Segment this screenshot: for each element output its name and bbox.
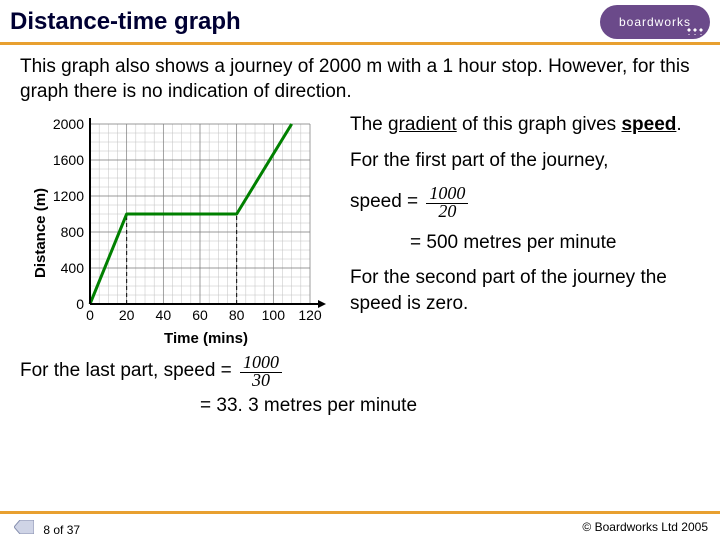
svg-text:1600: 1600 xyxy=(53,152,84,168)
arrow-left-icon xyxy=(14,520,34,534)
chart-wrap: Distance (m) 0 400 800 1200 1600 2000 0 20 40 60 8… xyxy=(20,118,340,347)
svg-text:120: 120 xyxy=(298,307,322,323)
footer-left: 8 of 37 xyxy=(12,518,80,537)
para-first-part: For the first part of the journey, xyxy=(350,148,700,174)
page-indicator: 8 of 37 xyxy=(43,523,80,537)
para-result-2: = 33. 3 metres per minute xyxy=(200,393,700,420)
page-title: Distance-time graph xyxy=(10,8,241,36)
para-result-1: = 500 metres per minute xyxy=(410,230,700,256)
x-axis-label: Time (mins) xyxy=(72,330,340,347)
para-speed-eq: speed = 100020 xyxy=(350,184,700,220)
header: Distance-time graph boardworks xyxy=(0,0,720,45)
chart-column: Distance (m) 0 400 800 1200 1600 2000 0 20 40 60 8… xyxy=(20,112,340,347)
gradient-word: gradient xyxy=(388,114,457,135)
distance-time-chart: 0 400 800 1200 1600 2000 0 20 40 60 80 100 120 xyxy=(42,118,332,328)
svg-text:0: 0 xyxy=(86,307,94,323)
svg-text:60: 60 xyxy=(192,307,208,323)
para-gradient: The gradient of this graph gives speed. xyxy=(350,112,700,138)
text-column: The gradient of this graph gives speed. … xyxy=(340,112,700,347)
logo: boardworks xyxy=(600,5,710,39)
svg-text:0: 0 xyxy=(76,296,84,312)
mid-row: Distance (m) 0 400 800 1200 1600 2000 0 20 40 60 8… xyxy=(20,112,700,347)
svg-text:1200: 1200 xyxy=(53,188,84,204)
para-second-part: For the second part of the journey the s… xyxy=(350,265,700,316)
footer: 8 of 37 © Boardworks Ltd 2005 xyxy=(0,511,720,540)
svg-text:100: 100 xyxy=(262,307,286,323)
y-axis-label: Distance (m) xyxy=(32,188,49,278)
fraction-1: 100020 xyxy=(426,184,468,220)
speed-word: speed xyxy=(621,114,676,135)
svg-text:800: 800 xyxy=(61,224,85,240)
prev-button[interactable] xyxy=(12,518,36,536)
copyright: © Boardworks Ltd 2005 xyxy=(582,520,708,534)
logo-text: boardworks xyxy=(619,15,691,29)
svg-text:400: 400 xyxy=(61,260,85,276)
svg-text:40: 40 xyxy=(156,307,172,323)
svg-text:80: 80 xyxy=(229,307,245,323)
below-block: For the last part, speed = 100030 = 33. … xyxy=(20,353,700,420)
svg-text:20: 20 xyxy=(119,307,135,323)
fraction-2: 100030 xyxy=(240,353,282,389)
content: This graph also shows a journey of 2000 … xyxy=(0,45,720,420)
svg-text:2000: 2000 xyxy=(53,118,84,132)
intro-text: This graph also shows a journey of 2000 … xyxy=(20,55,700,104)
para-last-part: For the last part, speed = 100030 xyxy=(20,353,700,389)
